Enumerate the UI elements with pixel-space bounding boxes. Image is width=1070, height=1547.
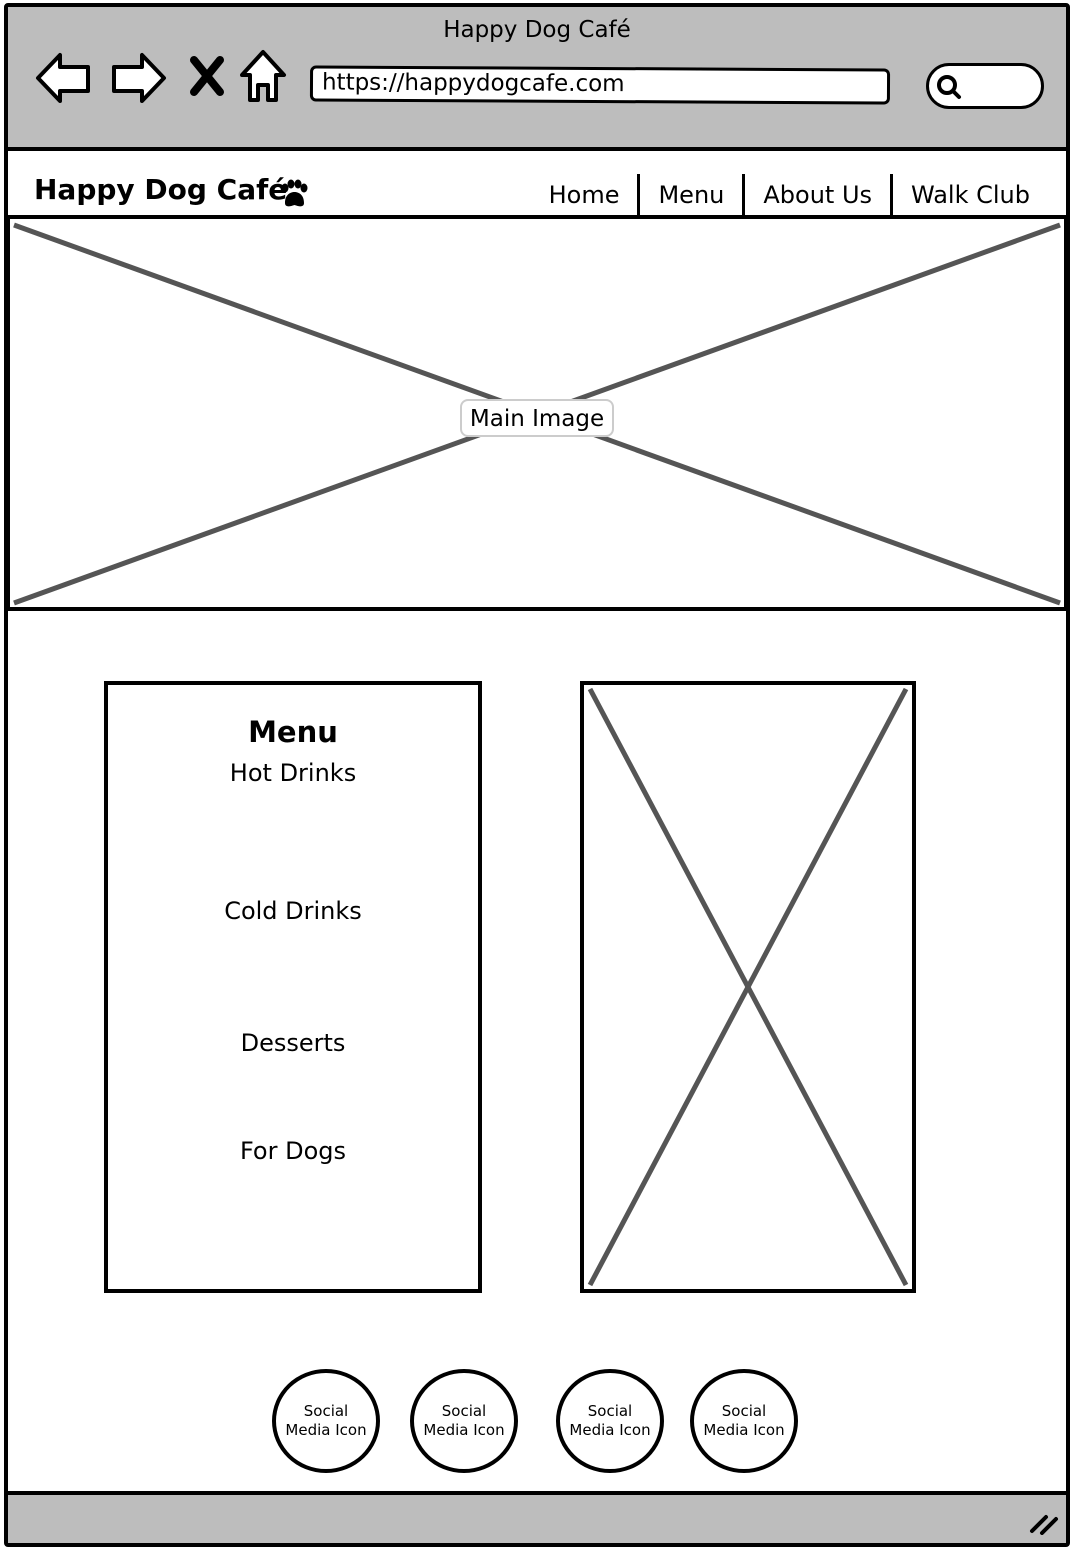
main-image-label: Main Image: [460, 399, 614, 437]
back-arrow-icon[interactable]: [34, 49, 94, 107]
url-text: https://happydogcafe.com: [321, 69, 625, 98]
nav-divider: [890, 174, 894, 216]
browser-search-box[interactable]: [926, 63, 1044, 109]
browser-toolbar: Happy Dog Café https://happydogcafe.com: [8, 7, 1066, 151]
home-icon[interactable]: [238, 47, 288, 105]
nav-divider: [637, 174, 641, 216]
side-image-placeholder: [580, 681, 916, 1293]
forward-arrow-icon[interactable]: [108, 49, 168, 107]
paw-icon: [281, 179, 308, 207]
image-placeholder-cross: [587, 687, 909, 1287]
nav-walk-club[interactable]: Walk Club: [911, 181, 1030, 209]
nav-menu[interactable]: Menu: [658, 181, 725, 209]
url-input[interactable]: https://happydogcafe.com: [309, 65, 891, 105]
menu-item-cold-drinks[interactable]: Cold Drinks: [224, 897, 362, 925]
menu-card: Menu Hot Drinks Cold Drinks Desserts For…: [104, 681, 482, 1293]
site-brand[interactable]: Happy Dog Café: [34, 173, 288, 206]
social-media-icon[interactable]: Social Media Icon: [272, 1369, 380, 1473]
search-icon: [937, 75, 961, 99]
menu-title: Menu: [248, 715, 338, 749]
social-media-icon[interactable]: Social Media Icon: [556, 1369, 664, 1473]
social-media-icon[interactable]: Social Media Icon: [410, 1369, 518, 1473]
close-icon[interactable]: [188, 55, 226, 97]
main-image-placeholder: Main Image: [6, 215, 1068, 611]
social-media-icon[interactable]: Social Media Icon: [690, 1369, 798, 1473]
resize-grip-icon[interactable]: [1028, 1509, 1060, 1535]
menu-item-desserts[interactable]: Desserts: [240, 1029, 346, 1057]
browser-window: Happy Dog Café https://happydogcafe.com …: [4, 3, 1070, 1547]
nav-about-us[interactable]: About Us: [763, 181, 873, 209]
menu-item-hot-drinks[interactable]: Hot Drinks: [229, 759, 357, 787]
window-title: Happy Dog Café: [443, 17, 631, 43]
nav-divider: [742, 174, 746, 216]
browser-status-bar: [8, 1491, 1066, 1543]
site-header: Happy Dog Café Home Menu About Us Walk C…: [8, 151, 1066, 219]
nav-home[interactable]: Home: [548, 181, 620, 209]
site-nav: Home Menu About Us Walk Club: [531, 173, 1048, 217]
menu-item-for-dogs[interactable]: For Dogs: [239, 1137, 347, 1165]
